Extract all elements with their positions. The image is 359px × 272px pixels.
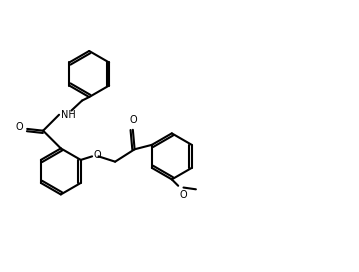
Text: O: O [94, 150, 102, 160]
Text: O: O [129, 115, 137, 125]
Text: O: O [15, 122, 23, 132]
Text: NH: NH [61, 110, 76, 120]
Text: O: O [180, 190, 188, 200]
